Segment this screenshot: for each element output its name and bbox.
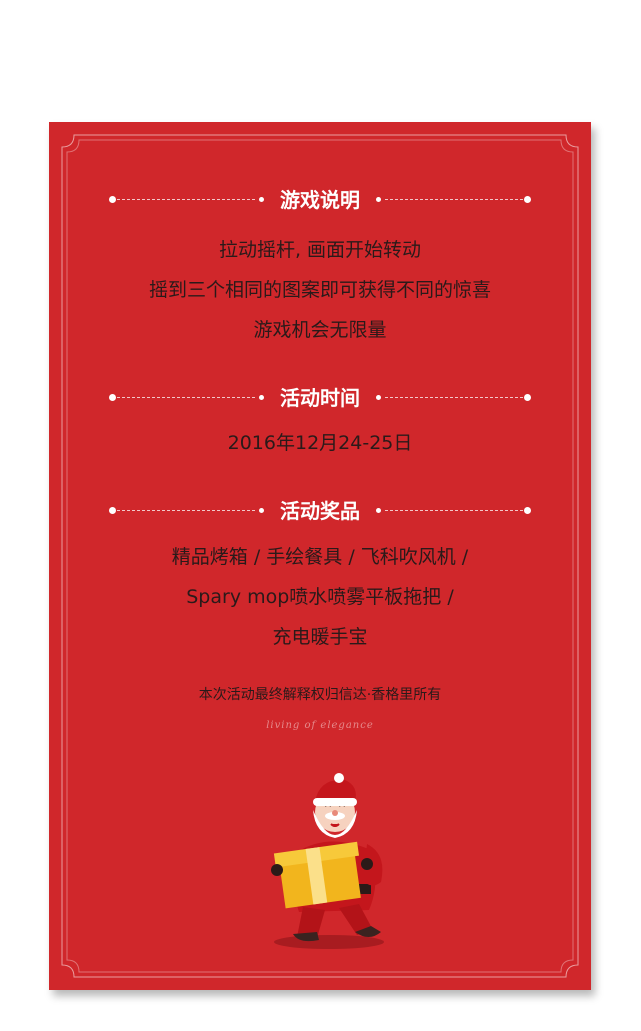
divider-line (117, 510, 255, 511)
rules-line: 拉动摇杆, 画面开始转动 (218, 239, 422, 261)
divider-dot (524, 394, 531, 401)
prize-line: Spary mop喷水喷雾平板拖把 / (186, 586, 454, 608)
decorative-border (61, 134, 579, 978)
divider-dot (259, 395, 264, 400)
section-header-time: 活动时间 (109, 386, 531, 410)
divider-dot (109, 196, 116, 203)
divider-line (385, 199, 523, 200)
divider-line (117, 397, 255, 398)
rules-line: 摇到三个相同的图案即可获得不同的惊喜 (148, 279, 491, 301)
divider-dot (109, 394, 116, 401)
santa-gift-illustration (271, 773, 384, 949)
divider-dot (259, 508, 264, 513)
divider-line (385, 510, 523, 511)
rules-line: 游戏机会无限量 (253, 319, 387, 341)
divider-line (385, 397, 523, 398)
divider-dot (376, 197, 381, 202)
divider-dot (524, 507, 531, 514)
divider-dot (376, 395, 381, 400)
divider-line (117, 199, 255, 200)
event-date: 2016年12月24-25日 (227, 432, 413, 454)
event-card: 游戏说明 拉动摇杆, 画面开始转动 摇到三个相同的图案即可获得不同的惊喜 游戏机… (49, 122, 591, 990)
prize-line: 充电暖手宝 (272, 626, 368, 648)
section-header-rules: 游戏说明 (109, 188, 531, 212)
section-title: 游戏说明 (280, 188, 360, 212)
section-title: 活动奖品 (280, 499, 360, 523)
divider-dot (259, 197, 264, 202)
section-title: 活动时间 (280, 386, 360, 410)
disclaimer-text: 本次活动最终解释权归信达·香格里所有 (198, 687, 442, 703)
divider-dot (524, 196, 531, 203)
brand-tagline: living of elegance (266, 720, 374, 731)
section-header-prizes: 活动奖品 (109, 499, 531, 523)
divider-dot (109, 507, 116, 514)
divider-dot (376, 508, 381, 513)
prize-line: 精品烤箱 / 手绘餐具 / 飞科吹风机 / (171, 546, 469, 568)
